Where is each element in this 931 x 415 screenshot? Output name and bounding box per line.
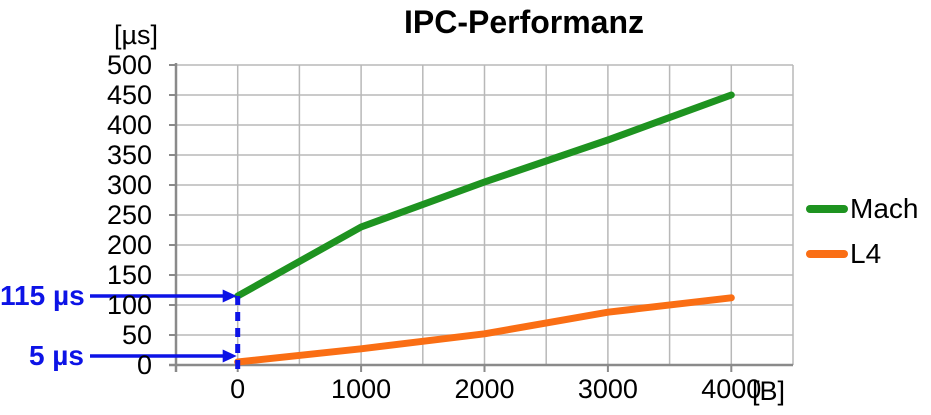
y-tick-label: 0 — [136, 350, 152, 380]
y-tick-label: 50 — [121, 320, 152, 350]
legend: Mach L4 — [806, 186, 918, 276]
x-tick-label: 2000 — [454, 374, 515, 404]
x-axis-unit-label: [B] — [752, 376, 786, 406]
legend-label: Mach — [850, 192, 919, 224]
annotation-label: 115 µs — [0, 280, 85, 311]
x-tick-label: 3000 — [577, 374, 638, 404]
x-tick-label: 1000 — [331, 374, 392, 404]
x-tick-label: 4000 — [701, 374, 762, 404]
x-tick-label: 0 — [230, 374, 246, 404]
legend-item-l4: L4 — [806, 231, 918, 276]
y-tick-label: 500 — [106, 50, 152, 80]
y-tick-label: 350 — [106, 140, 152, 170]
y-tick-label: 200 — [106, 230, 152, 260]
chart-title: IPC-Performanz — [403, 4, 645, 40]
y-tick-label: 100 — [106, 290, 152, 320]
legend-line-swatch — [806, 204, 848, 213]
legend-label: L4 — [850, 237, 882, 269]
legend-line-swatch — [806, 249, 848, 258]
annotation-label: 5 µs — [28, 340, 84, 371]
y-tick-label: 450 — [106, 80, 152, 110]
y-tick-label: 300 — [106, 170, 152, 200]
legend-item-mach: Mach — [806, 186, 918, 231]
y-tick-label: 250 — [106, 200, 152, 230]
y-axis-unit-label: [µs] — [113, 20, 158, 50]
y-tick-label: 400 — [106, 110, 152, 140]
y-tick-label: 150 — [106, 260, 152, 290]
